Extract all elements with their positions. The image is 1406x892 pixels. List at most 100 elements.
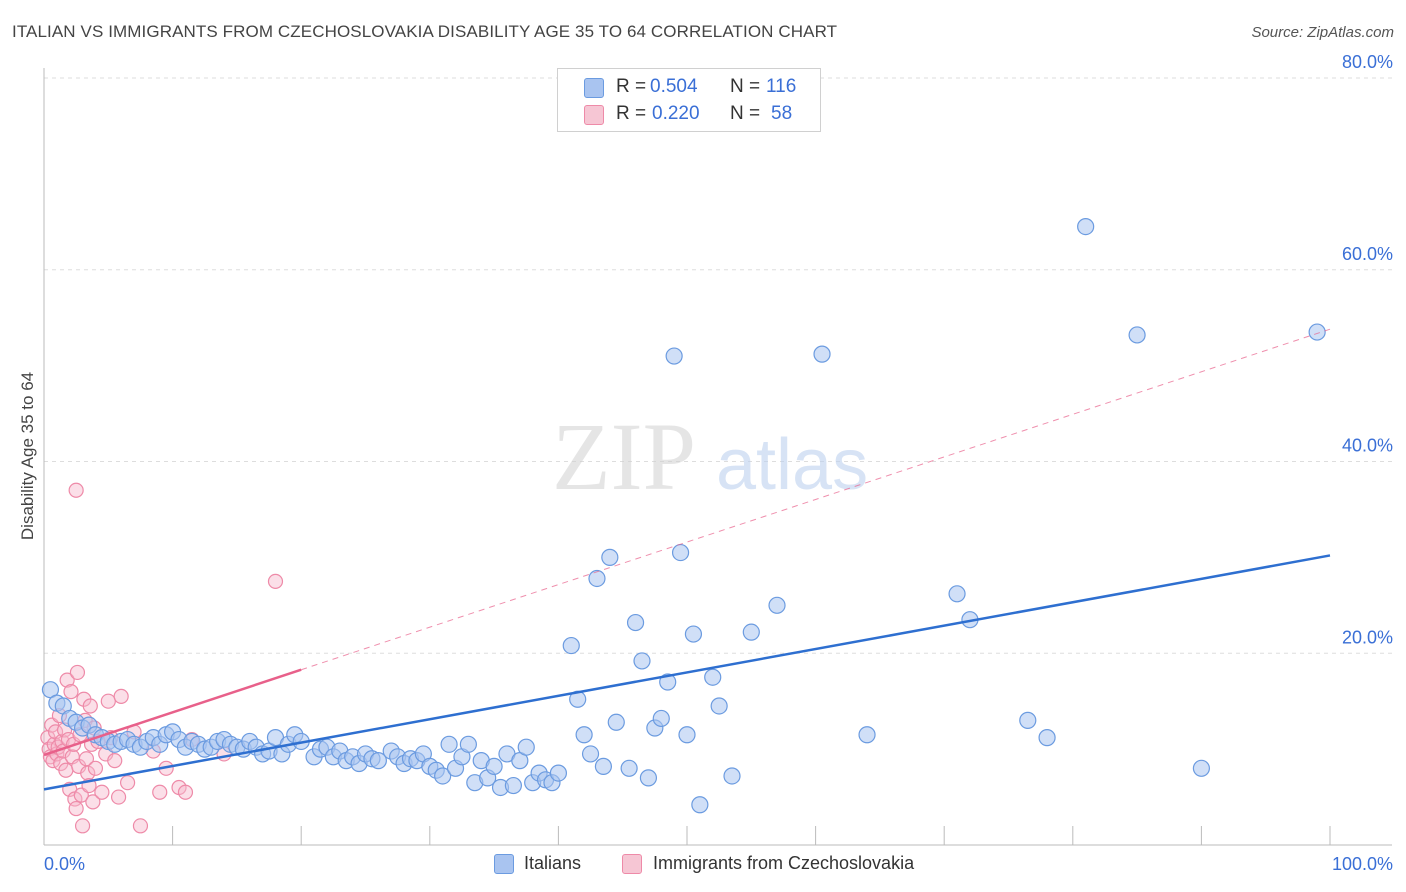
legend-swatch-pink (584, 105, 604, 125)
legend-swatch-italians (494, 854, 514, 874)
point-czechoslovakia (100, 693, 116, 709)
stats-row-czechoslovakia: R = 0.220 N = 58 (558, 101, 820, 127)
point-italians (659, 673, 677, 691)
grid-lines (43, 77, 1392, 845)
watermark-atlas: atlas (716, 425, 868, 505)
source-label: Source: ZipAtlas.com (1251, 24, 1394, 41)
trend-line-italians (43, 554, 1331, 791)
series-legend: Italians Immigrants from Czechoslovakia (0, 852, 1406, 878)
point-italians (1038, 729, 1056, 747)
point-italians (813, 345, 831, 363)
point-italians (742, 623, 760, 641)
point-czechoslovakia (82, 698, 98, 714)
point-czechoslovakia (63, 683, 79, 700)
point-italians (369, 752, 387, 770)
point-italians (588, 569, 606, 588)
watermark: ZIP atlas (552, 403, 868, 510)
legend-label-czechoslovakia: Immigrants from Czechoslovakia (653, 853, 915, 873)
stats-row-italians: R = 0.504 N = 116 (558, 74, 820, 100)
point-italians (948, 585, 966, 603)
point-czechoslovakia (267, 573, 284, 589)
n-value: 116 (766, 76, 797, 97)
point-italians (639, 769, 658, 787)
point-italians (1192, 759, 1211, 777)
point-italians (601, 548, 619, 566)
point-italians (691, 796, 709, 814)
point-czechoslovakia (113, 688, 129, 704)
point-italians (1308, 323, 1326, 341)
y-tick-label: 40.0% (1342, 436, 1393, 456)
point-italians (704, 668, 722, 686)
point-italians (1077, 218, 1095, 236)
point-italians (665, 347, 683, 365)
n-label: N = (730, 76, 761, 97)
axes (43, 68, 1392, 846)
tick-labels: 20.0% 40.0% 60.0% 80.0% 0.0% 100.0% (44, 52, 1393, 874)
n-value: 58 (771, 103, 793, 124)
point-czechoslovakia (119, 775, 136, 791)
legend-swatch-blue (584, 78, 604, 98)
point-czechoslovakia (59, 672, 75, 688)
point-czechoslovakia (85, 794, 101, 810)
point-czechoslovakia (80, 765, 96, 781)
x-tick-label: 0.0% (44, 854, 85, 874)
point-italians (678, 726, 696, 744)
trend-lines (43, 328, 1331, 791)
legend-swatch-czechoslovakia (622, 854, 642, 874)
point-italians (620, 759, 638, 777)
series-italians-points (41, 218, 1326, 814)
point-italians (434, 767, 452, 785)
y-tick-label: 20.0% (1342, 627, 1393, 647)
point-czechoslovakia (74, 818, 91, 834)
chart-title: ITALIAN VS IMMIGRANTS FROM CZECHOSLOVAKI… (12, 22, 838, 41)
point-czechoslovakia (58, 762, 74, 778)
point-italians (607, 713, 625, 731)
trend-line-czechoslovakia (43, 668, 302, 757)
point-italians (633, 652, 651, 670)
point-italians (684, 625, 703, 643)
y-tick-label: 80.0% (1342, 52, 1393, 72)
point-czechoslovakia (132, 818, 149, 834)
point-italians (459, 735, 477, 753)
point-italians (652, 709, 670, 728)
point-czechoslovakia (110, 789, 127, 805)
trend-line-czechoslovakia-extrapolated (301, 328, 1331, 671)
point-italians (562, 636, 580, 655)
point-italians (626, 613, 645, 632)
y-axis-label: Disability Age 35 to 64 (18, 372, 37, 540)
watermark-zip: ZIP (552, 403, 696, 510)
point-italians (710, 697, 728, 715)
point-czechoslovakia (107, 753, 123, 769)
y-tick-label: 60.0% (1342, 244, 1393, 264)
n-label: N = (730, 103, 761, 124)
point-czechoslovakia (68, 800, 84, 817)
point-czechoslovakia (152, 784, 168, 800)
point-czechoslovakia (94, 784, 110, 800)
point-italians (440, 735, 458, 753)
point-italians (581, 745, 600, 763)
point-italians (671, 543, 690, 562)
legend-label-italians: Italians (524, 853, 582, 873)
stats-legend: R = 0.504 N = 116 R = 0.220 N = 58 (557, 68, 821, 132)
point-italians (549, 764, 568, 782)
r-label: R = (616, 103, 647, 124)
point-czechoslovakia (177, 784, 194, 800)
point-italians (575, 726, 593, 744)
point-italians (768, 596, 786, 614)
r-value: 0.504 (650, 76, 698, 97)
series-czechoslovakia-points (40, 482, 284, 834)
point-italians (1128, 326, 1146, 344)
point-italians (594, 757, 613, 775)
point-italians (1019, 711, 1037, 729)
x-tick-label: 100.0% (1332, 854, 1393, 874)
point-italians (504, 776, 522, 795)
point-italians (858, 726, 876, 744)
r-value: 0.220 (652, 103, 700, 124)
point-italians (517, 738, 535, 756)
point-italians (723, 767, 741, 785)
point-czechoslovakia (87, 760, 104, 776)
point-czechoslovakia (69, 664, 86, 681)
point-czechoslovakia (68, 482, 84, 498)
r-label: R = (616, 76, 647, 97)
